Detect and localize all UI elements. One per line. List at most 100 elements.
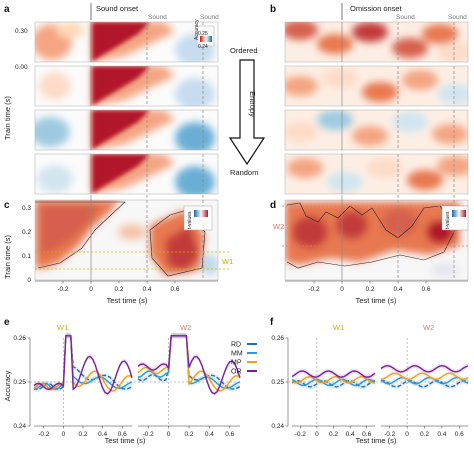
c-ytick-label: 0.2 bbox=[22, 229, 31, 236]
panel-d: d W2 t-values -0.2 0 0.2 0.4 0.6 Test time bbox=[270, 195, 470, 305]
entropy-arrow: Ordered Random Entropy bbox=[228, 46, 266, 177]
panel-f: f W1 W2 0.260.250.24-0.2 0 0.2 0.4 0.6 -0.2 0 0… bbox=[270, 317, 469, 445]
panel-e-label: e bbox=[4, 317, 10, 328]
e-ytick-label: 0.24 bbox=[13, 423, 26, 430]
e-ytick-label: 0.25 bbox=[13, 379, 26, 386]
f-xtick-label: 0.4 bbox=[437, 431, 446, 438]
panel-a: a Sound onset Sound Sound Train time (s)… bbox=[3, 3, 219, 195]
test-time-axis-label-c: Test time (s) bbox=[107, 296, 148, 305]
train-time-axis-label-c: Train time (s) bbox=[3, 235, 12, 279]
f-xtick-label: 0.6 bbox=[362, 431, 371, 438]
d-xtick-label: 0.6 bbox=[421, 286, 430, 293]
accuracy-colorbar: Accuracy 0.25 0.24 bbox=[194, 19, 215, 50]
test-time-axis-label-d: Test time (s) bbox=[356, 296, 397, 305]
d-xtick-label: 0.4 bbox=[393, 286, 402, 293]
test-time-axis-label-f: Test time (s) bbox=[356, 436, 397, 445]
train-time-axis-label-a: Train time (s) bbox=[3, 96, 12, 140]
e-xtick-label: -0.2 bbox=[143, 431, 155, 438]
c-xtick-label: 0.6 bbox=[170, 286, 179, 293]
e-xtick-label: 0.6 bbox=[225, 431, 234, 438]
f-xtick-label: 0.6 bbox=[455, 431, 464, 438]
sound-label-b2: Sound bbox=[448, 14, 467, 21]
t-value-heatmap-d bbox=[285, 202, 460, 278]
f-xtick-label: 0 bbox=[315, 431, 319, 438]
omission-onset-label: Omission onset bbox=[350, 4, 403, 13]
e-series-rd bbox=[33, 335, 133, 391]
e-series-or bbox=[137, 335, 241, 395]
f-xtick-label: -0.2 bbox=[384, 431, 396, 438]
colorbar-tick-high: 0.25 bbox=[198, 31, 208, 37]
e-xtick-label: 0.6 bbox=[118, 431, 127, 438]
e-xtick-label: 0 bbox=[167, 431, 171, 438]
test-time-axis-label-e: Test time (s) bbox=[105, 436, 146, 445]
colorbar-c: t-values bbox=[183, 205, 213, 231]
a-ytick-030: 0.30 bbox=[15, 28, 28, 35]
a-ytick-000: 0.00 bbox=[15, 64, 28, 71]
panel-a-label: a bbox=[4, 4, 10, 15]
random-label: Random bbox=[230, 168, 258, 177]
timecourse-plot-f: 0.26 0.25 0.24 -0.2 0 0.2 0.4 0.6 -0.2 0 0.2 0.4 0.6 bbox=[271, 335, 469, 438]
f-series-or bbox=[380, 364, 469, 373]
sound-label-1: Sound bbox=[148, 14, 167, 21]
f-series-mp bbox=[380, 372, 469, 381]
c-ytick-label: 0.1 bbox=[22, 253, 31, 260]
colorbar-d-title: t-values bbox=[445, 211, 451, 229]
heatmap-a-4 bbox=[35, 154, 218, 194]
colorbar-title: Accuracy bbox=[194, 19, 200, 40]
heatmap-a-3 bbox=[35, 110, 218, 150]
down-arrow-icon bbox=[228, 59, 266, 166]
legend-label-mm: MM bbox=[231, 351, 243, 358]
panel-b: b Omission onset Sound Sound bbox=[270, 3, 469, 195]
f-series-mm bbox=[380, 376, 469, 385]
f-ytick-label: 0.25 bbox=[271, 379, 284, 386]
d-xtick-label: -0.2 bbox=[308, 286, 320, 293]
c-xtick-label: -0.2 bbox=[57, 286, 69, 293]
e-series-mp bbox=[137, 335, 241, 392]
e-w2-label: W2 bbox=[180, 323, 191, 332]
panel-c: c Train time (s) W1 t-values -0 bbox=[3, 195, 233, 305]
axis-d: -0.2 0 0.2 0.4 0.6 bbox=[285, 280, 468, 293]
f-series-or bbox=[291, 370, 376, 378]
e-ytick-label: 0.26 bbox=[13, 335, 26, 342]
f-w2-label: W2 bbox=[423, 323, 434, 332]
entropy-label: Entropy bbox=[248, 91, 257, 117]
e-w1-label: W1 bbox=[57, 323, 68, 332]
window-w2-label: W2 bbox=[273, 222, 284, 231]
f-series-mp bbox=[291, 375, 376, 384]
timecourse-plot-e: 0.26 0.25 0.24 -0.2 0 0.2 0.4 0.6 -0.2 0 0.2 0.4 0.6 bbox=[13, 333, 241, 438]
legend-label-mp: MP bbox=[231, 360, 242, 367]
d-xtick-label: 0 bbox=[340, 286, 344, 293]
f-series-mm bbox=[291, 378, 376, 387]
legend-label-rd: RD bbox=[231, 342, 241, 349]
e-series-or bbox=[33, 335, 133, 395]
c-ytick-label: 0.3 bbox=[22, 205, 31, 212]
f-ytick-label: 0.24 bbox=[271, 423, 284, 430]
colorbar-tick-low: 0.24 bbox=[198, 44, 208, 50]
e-xtick-label: 0 bbox=[62, 431, 66, 438]
sound-label-2: Sound bbox=[200, 14, 219, 21]
panel-e: e Accuracy W1 W2 0.26 0.25 0.24 -0.2 0 0.2 0.4… bbox=[3, 317, 257, 445]
e-xtick-label: 0.4 bbox=[98, 431, 107, 438]
heatmap-b-2 bbox=[285, 66, 468, 106]
heatmap-a-2 bbox=[35, 66, 218, 106]
f-xtick-label: 0 bbox=[405, 431, 409, 438]
f-xtick-label: 0.2 bbox=[420, 431, 429, 438]
legend: RD MM MP OR bbox=[231, 342, 257, 376]
c-ytick-label: 0 bbox=[27, 277, 31, 284]
colorbar-c-title: t-values bbox=[187, 211, 193, 229]
e-xtick-label: -0.2 bbox=[38, 431, 50, 438]
sound-label-b1: Sound bbox=[396, 14, 415, 21]
heatmap-b-4 bbox=[285, 154, 468, 194]
heatmap-b-1 bbox=[285, 22, 468, 62]
heatmap-stack-a: 0.30 0.00 bbox=[15, 21, 219, 195]
f-w1-label: W1 bbox=[333, 323, 344, 332]
ordered-label: Ordered bbox=[230, 46, 258, 55]
f-series-rd bbox=[380, 379, 469, 388]
window-w1-label: W1 bbox=[222, 257, 233, 266]
c-xtick-label: 0 bbox=[89, 286, 93, 293]
sound-onset-label: Sound onset bbox=[96, 4, 139, 13]
f-xtick-label: 0.2 bbox=[329, 431, 338, 438]
f-xtick-label: 0.4 bbox=[346, 431, 355, 438]
f-ytick-label: 0.26 bbox=[271, 335, 284, 342]
